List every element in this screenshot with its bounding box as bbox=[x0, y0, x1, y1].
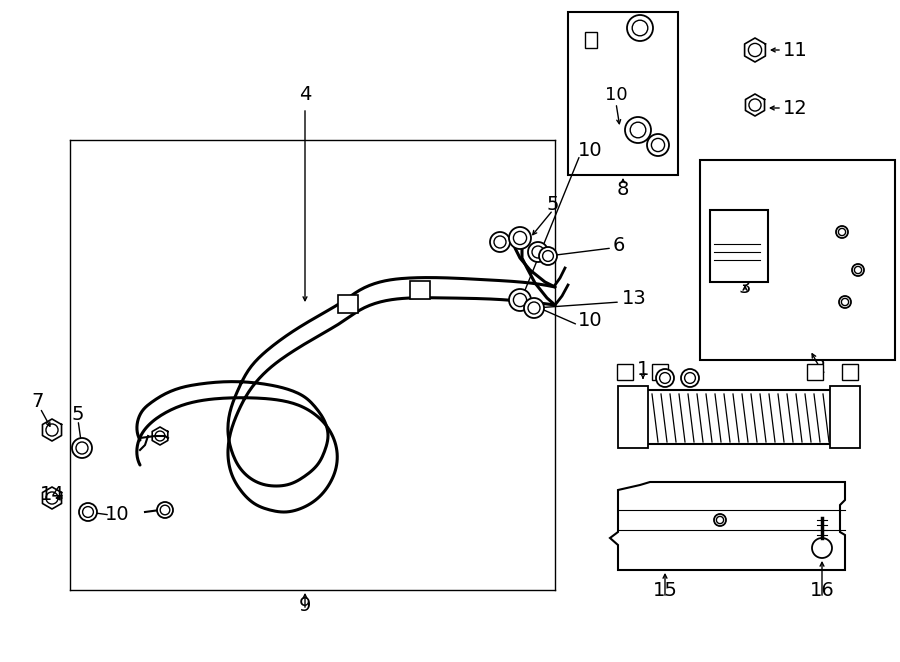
Circle shape bbox=[524, 298, 544, 318]
Circle shape bbox=[656, 369, 674, 387]
Text: 10: 10 bbox=[605, 86, 627, 104]
Bar bbox=[710, 210, 768, 282]
Text: 12: 12 bbox=[783, 99, 808, 117]
Circle shape bbox=[539, 247, 557, 265]
Circle shape bbox=[714, 514, 726, 526]
Circle shape bbox=[79, 503, 97, 521]
Bar bbox=[807, 364, 823, 380]
Circle shape bbox=[647, 134, 669, 156]
Bar bbox=[338, 295, 358, 313]
Text: 15: 15 bbox=[652, 581, 678, 600]
Bar bbox=[700, 160, 895, 360]
Circle shape bbox=[852, 264, 864, 276]
Text: 10: 10 bbox=[578, 310, 603, 330]
Circle shape bbox=[839, 296, 851, 308]
Bar bbox=[842, 364, 858, 380]
Text: 10: 10 bbox=[105, 506, 130, 524]
Circle shape bbox=[490, 232, 510, 252]
Text: 6: 6 bbox=[613, 236, 626, 254]
Circle shape bbox=[72, 438, 92, 458]
Bar bbox=[568, 12, 678, 175]
Text: 10: 10 bbox=[578, 140, 603, 160]
Text: 16: 16 bbox=[810, 581, 834, 600]
Circle shape bbox=[836, 226, 848, 238]
Circle shape bbox=[509, 227, 531, 249]
Text: 13: 13 bbox=[622, 289, 647, 308]
Text: 11: 11 bbox=[783, 40, 808, 60]
Text: 3: 3 bbox=[739, 278, 752, 297]
Bar bbox=[617, 364, 633, 380]
Text: 9: 9 bbox=[299, 596, 311, 615]
Circle shape bbox=[509, 289, 531, 311]
Bar bbox=[410, 281, 430, 299]
Text: 5: 5 bbox=[72, 405, 85, 424]
Text: 2: 2 bbox=[814, 358, 826, 377]
Circle shape bbox=[625, 117, 651, 143]
Text: 4: 4 bbox=[299, 85, 311, 104]
Text: 7: 7 bbox=[32, 392, 44, 411]
Text: 14: 14 bbox=[40, 485, 65, 504]
Bar bbox=[585, 32, 597, 48]
Bar bbox=[618, 386, 648, 448]
Circle shape bbox=[627, 15, 653, 41]
Text: 1: 1 bbox=[637, 360, 649, 379]
Bar bbox=[645, 390, 835, 444]
Text: 8: 8 bbox=[616, 180, 629, 199]
Circle shape bbox=[681, 369, 699, 387]
Text: 5: 5 bbox=[547, 195, 559, 214]
Bar bbox=[652, 364, 668, 380]
Circle shape bbox=[157, 502, 173, 518]
Bar bbox=[830, 386, 860, 448]
Circle shape bbox=[528, 242, 548, 262]
